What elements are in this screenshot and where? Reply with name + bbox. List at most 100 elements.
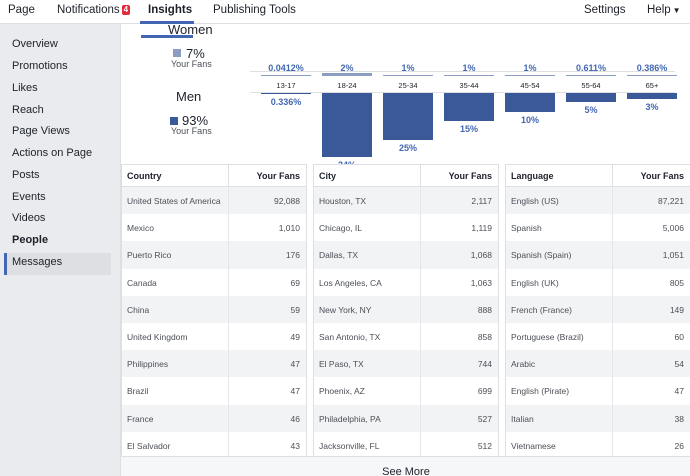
sidebar-item-likes[interactable]: Likes [12,82,38,94]
sidebar-item-actions-on-page[interactable]: Actions on Page [12,147,93,159]
city-table-row: San Antonio, TX 858 [314,322,498,351]
city-name-cell: Los Angeles, CA [319,277,382,288]
sidebar-item-messages[interactable]: Messages [12,256,63,268]
country-table-header: Country Your Fans [122,165,306,187]
see-more-button[interactable]: See More [121,456,690,476]
women-age-bar[interactable] [444,74,494,76]
tab-help[interactable]: Help ▼ [647,4,681,16]
city-fans-cell: 858 [477,331,492,342]
sidebar-item-page-views[interactable]: Page Views [12,125,70,137]
women-subtitle: Your Fans [171,59,212,69]
language-fans-cell: 47 [674,386,684,397]
men-percent: 93% [182,113,209,128]
men-age-bar[interactable] [322,93,372,157]
sidebar-item-promotions[interactable]: Promotions [12,60,68,72]
country-table-row: Puerto Rico 176 [122,241,306,269]
language-name-cell: Vietnamese [511,440,556,451]
sidebar-item-reach[interactable]: Reach [12,104,44,116]
sidebar-active-indicator [4,253,7,275]
country-name-cell: Philippines [127,359,169,370]
active-tab-underline [140,21,194,24]
country-fans-cell: 47 [290,359,300,370]
language-name-cell: English (Pirate) [511,386,570,397]
country-fans-cell: 46 [290,413,300,424]
country-fans-cell: 69 [290,277,300,288]
tab-publishing-tools[interactable]: Publishing Tools [213,4,296,16]
language-table-row: Arabic 54 [506,350,690,378]
sidebar-item-videos[interactable]: Videos [12,212,46,224]
age-range-label: 13-17 [276,81,296,90]
age-axis-bottom-line [250,92,675,93]
men-age-bar[interactable] [505,93,555,112]
men-age-percent: 5% [584,105,598,116]
country-column-header: Country [127,171,162,181]
language-name-cell: Spanish (Spain) [511,250,572,261]
city-name-cell: Chicago, IL [319,223,362,234]
country-name-cell: France [127,413,154,424]
sidebar-item-events[interactable]: Events [12,191,46,203]
women-underline [141,35,193,38]
city-table-row: Dallas, TX 1,068 [314,241,498,269]
country-fans-cell: 47 [290,386,300,397]
men-age-bar[interactable] [261,93,311,94]
country-fans-cell: 176 [285,250,300,261]
women-age-bar[interactable] [627,75,677,76]
city-fans-cell: 527 [477,413,492,424]
sidebar-item-people[interactable]: People [12,234,49,246]
language-table-row: Vietnamese 26 [506,431,690,459]
age-range-label: 65+ [645,81,659,90]
country-name-cell: China [127,304,150,315]
language-name-cell: Portuguese (Brazil) [511,331,584,342]
sidebar-active-highlight [4,253,111,275]
women-age-bar[interactable] [322,73,372,76]
city-fans-column-header: Your Fans [448,171,492,181]
language-table-row: English (Pirate) 47 [506,377,690,405]
language-fans-cell: 26 [674,440,684,451]
language-table-row: Italian 38 [506,404,690,432]
men-title: Men [176,89,202,104]
country-table: Country Your Fans United States of Ameri… [121,164,307,460]
men-age-bar[interactable] [444,93,494,122]
men-age-percent: 0.336% [270,97,302,107]
city-table: City Your Fans Houston, TX 2,117 Chicago, … [313,164,499,460]
city-name-cell: Phoenix, AZ [319,386,365,397]
women-age-bar[interactable] [566,75,616,76]
language-fans-cell: 60 [674,331,684,342]
language-fans-cell: 87,221 [658,196,684,206]
country-table-row: Philippines 47 [122,350,306,378]
city-table-row: New York, NY 888 [314,295,498,323]
women-age-percent: 0.386% [636,63,668,73]
caret-down-icon: ▼ [672,6,681,15]
tab-notifications[interactable]: Notifications 4 [57,4,131,16]
women-age-bar[interactable] [383,74,433,76]
city-table-row: Los Angeles, CA 1,063 [314,268,498,296]
sidebar-item-overview[interactable]: Overview [12,38,58,50]
men-age-bar[interactable] [627,93,677,99]
tab-settings[interactable]: Settings [584,4,626,16]
men-age-bar[interactable] [383,93,433,141]
women-age-percent: 1% [462,63,476,73]
language-table-header: Language Your Fans [506,165,690,187]
top-nav: Page Notifications 4 Insights Publishing … [0,0,690,24]
city-table-row: Houston, TX 2,117 [314,187,498,215]
women-age-bar[interactable] [261,75,311,76]
women-age-bar[interactable] [505,74,555,76]
language-table-row: English (UK) 805 [506,268,690,296]
sidebar-item-posts[interactable]: Posts [12,169,40,181]
men-age-percent: 3% [645,101,659,112]
tab-insights[interactable]: Insights [148,4,193,16]
country-name-cell: United States of America [127,196,221,206]
men-age-bar[interactable] [566,93,616,103]
city-fans-cell: 888 [477,304,492,315]
country-fans-cell: 43 [290,440,300,451]
language-table-row: Spanish 5,006 [506,214,690,242]
language-fans-cell: 38 [674,413,684,424]
tab-notifications-label: Notifications [57,4,120,16]
country-fans-column-header: Your Fans [256,171,300,181]
country-table-row: Canada 69 [122,268,306,296]
language-table-row: Spanish (Spain) 1,051 [506,241,690,269]
tab-page[interactable]: Page [8,4,35,16]
women-age-percent: 1% [523,63,537,73]
city-name-cell: Jacksonville, FL [319,440,380,451]
city-fans-cell: 512 [477,440,492,451]
